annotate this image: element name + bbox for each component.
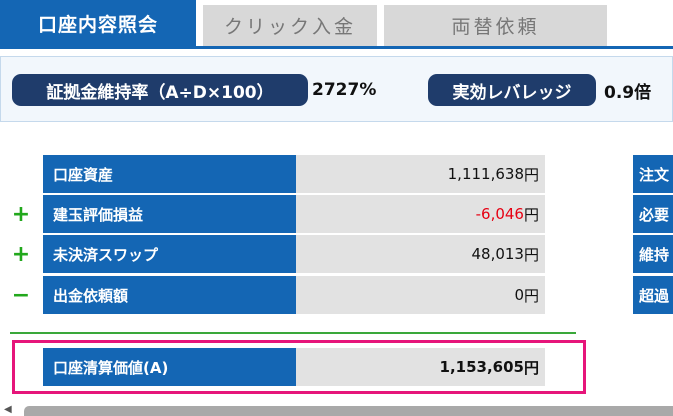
row-sign: [10, 155, 32, 193]
currency-unit: 円: [523, 245, 539, 264]
leverage-label: 実効レバレッジ: [428, 74, 596, 106]
tab-bar: 口座内容照会 クリック入金 両替依頼: [0, 0, 673, 49]
row-value: -6,046 円: [296, 195, 545, 233]
amount: 1,111,638: [447, 165, 524, 183]
row-value: 48,013 円: [296, 235, 545, 273]
amount: -6,046: [475, 205, 524, 223]
ratio-panel: 証拠金維持率（A÷D×100） 2727% 実効レバレッジ 0.9倍: [0, 56, 673, 122]
row-value: 1,111,638 円: [296, 155, 545, 193]
right-col-cell: 超過: [633, 276, 673, 314]
row-value: 1,153,605 円: [296, 348, 545, 386]
amount: 48,013: [471, 245, 524, 263]
right-col-cell: 維持: [633, 235, 673, 273]
currency-unit: 円: [523, 205, 539, 224]
plus-sign: +: [11, 241, 31, 267]
right-col-cell: 必要: [633, 195, 673, 233]
tab-account-inquiry[interactable]: 口座内容照会: [0, 0, 196, 46]
margin-ratio-value: 2727%: [312, 80, 377, 100]
row-label: 口座清算価値(A): [43, 348, 296, 386]
row-label: 口座資産: [43, 155, 296, 193]
table-row-account-assets: 口座資産 1,111,638 円: [43, 155, 545, 193]
currency-unit: 円: [523, 358, 539, 377]
currency-unit: 円: [523, 165, 539, 184]
horizontal-scrollbar[interactable]: [24, 406, 673, 416]
tab-click-deposit[interactable]: クリック入金: [203, 5, 377, 46]
table-row-unsettled-swap: 未決済スワップ 48,013 円: [43, 235, 545, 273]
table-row-position-pl: 建玉評価損益 -6,046 円: [43, 195, 545, 233]
divider: [10, 332, 576, 334]
right-col-cell: 注文: [633, 155, 673, 193]
row-label: 未決済スワップ: [43, 235, 296, 273]
plus-sign: +: [11, 201, 31, 227]
amount: 0: [514, 286, 524, 304]
scroll-left-icon[interactable]: ◀: [4, 404, 12, 415]
tab-exchange-request[interactable]: 両替依頼: [384, 5, 607, 46]
currency-unit: 円: [523, 286, 539, 305]
amount: 1,153,605: [439, 358, 524, 376]
leverage-value: 0.9倍: [604, 82, 652, 103]
margin-ratio-label: 証拠金維持率（A÷D×100）: [12, 74, 308, 106]
row-label: 建玉評価損益: [43, 195, 296, 233]
table-row-liquidation-value: 口座清算価値(A) 1,153,605 円: [43, 348, 545, 386]
total-highlight-box: [12, 340, 586, 394]
minus-sign: −: [11, 282, 31, 308]
row-label: 出金依頼額: [43, 276, 296, 314]
